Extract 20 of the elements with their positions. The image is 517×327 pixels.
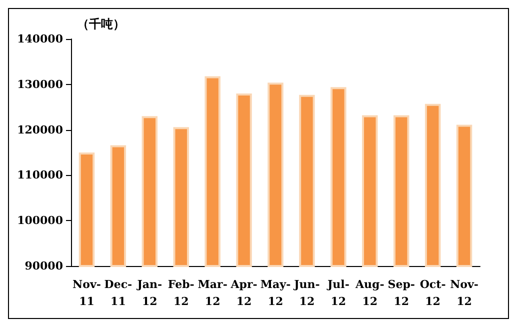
y-tick-label: 120000 <box>17 123 64 136</box>
x-tick-label: Aug-12 <box>354 278 384 308</box>
x-tick-label: Dec-11 <box>104 278 132 308</box>
x-tick-label: Nov-12 <box>450 278 478 308</box>
y-axis-title: （千吨） <box>77 17 125 31</box>
x-tick-label: Sep-12 <box>388 278 415 308</box>
x-tick-label: Apr-12 <box>230 278 258 308</box>
x-tick-label: Jul-12 <box>326 278 350 308</box>
x-tick-label: Jun-12 <box>293 278 320 308</box>
x-tick-label: May-12 <box>260 278 291 308</box>
x-tick-label: Nov-11 <box>72 278 101 308</box>
y-tick-label: 100000 <box>17 214 64 228</box>
x-tick-label: Jan-12 <box>136 278 162 308</box>
x-tick-label: Mar-12 <box>198 278 228 308</box>
y-tick-label: 90000 <box>24 260 64 272</box>
x-tick-label: Oct-12 <box>420 278 446 308</box>
x-tick-label: Feb-12 <box>168 278 194 308</box>
y-tick-label: 140000 <box>17 32 64 46</box>
y-tick-label: 110000 <box>17 168 64 182</box>
y-tick-label: 130000 <box>17 78 64 91</box>
